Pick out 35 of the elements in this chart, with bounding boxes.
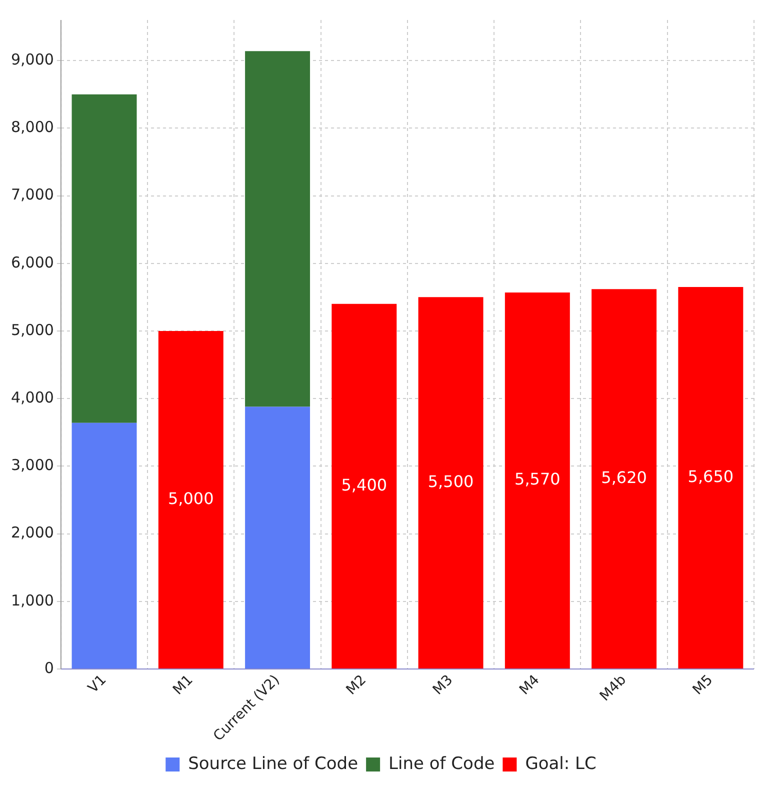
- y-tick-label: 6,000: [10, 253, 54, 272]
- bar: [592, 289, 657, 668]
- data-label: 5,570: [514, 470, 560, 489]
- x-tick-label: M1: [170, 672, 196, 698]
- data-label: 5,620: [601, 468, 647, 487]
- data-label: 5,500: [428, 472, 474, 491]
- y-tick-label: 8,000: [10, 118, 54, 136]
- bar: [678, 287, 744, 668]
- bar: [245, 406, 310, 668]
- y-tick-label: 3,000: [10, 456, 54, 474]
- legend-label: Line of Code: [388, 754, 495, 774]
- data-label: 5,400: [341, 475, 388, 494]
- y-tick-label: 4,000: [10, 388, 54, 406]
- y-tick-label: 9,000: [10, 50, 54, 68]
- bar: [418, 297, 484, 668]
- y-tick-label: 2,000: [10, 524, 54, 542]
- y-tick-label: 0: [44, 658, 54, 677]
- bar: [158, 330, 224, 668]
- y-tick-label: 5,000: [10, 320, 54, 339]
- x-tick-label: M5: [690, 672, 716, 698]
- bar: [245, 51, 310, 407]
- bar: [504, 292, 570, 668]
- x-tick-label: M2: [343, 672, 370, 698]
- x-tick-label: V1: [85, 672, 110, 696]
- data-label: 5,650: [688, 466, 734, 486]
- x-tick-label: M4: [516, 672, 543, 698]
- y-tick-label: 1,000: [10, 591, 54, 610]
- legend-label: Goal: LC: [525, 754, 596, 774]
- bar: [72, 94, 137, 423]
- bar: [72, 422, 137, 668]
- bar: [332, 304, 397, 668]
- y-tick-label: 7,000: [10, 186, 54, 204]
- x-tick-label: M3: [430, 672, 456, 698]
- data-label: 5,000: [168, 488, 214, 508]
- legend-label: Source Line of Code: [188, 754, 358, 774]
